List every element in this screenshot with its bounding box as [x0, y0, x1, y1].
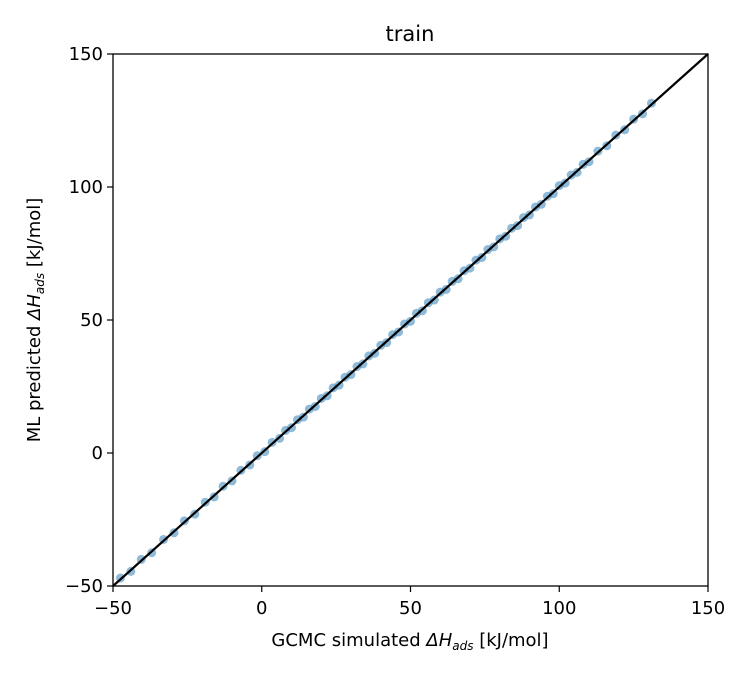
x-tick-label: −50	[94, 598, 132, 619]
y-tick-label: 50	[80, 310, 103, 331]
y-axis-label: ML predicted ΔHads [kJ/mol]	[24, 198, 47, 443]
chart-title: train	[386, 22, 435, 46]
x-tick-label: 50	[399, 598, 422, 619]
y-tick-label: 100	[69, 177, 103, 198]
y-tick-label: 0	[92, 443, 103, 464]
x-tick-label: 100	[542, 598, 576, 619]
y-tick-label: −50	[65, 576, 103, 597]
x-tick-label: 150	[691, 598, 725, 619]
x-axis-ticks: −50 0 50 100 150	[94, 586, 725, 619]
y-axis-ticks: −50 0 50 100 150	[65, 44, 113, 597]
x-tick-label: 0	[256, 598, 267, 619]
y-tick-label: 150	[69, 44, 103, 65]
x-axis-label: GCMC simulated ΔHads [kJ/mol]	[271, 630, 548, 653]
identity-line	[112, 53, 709, 587]
